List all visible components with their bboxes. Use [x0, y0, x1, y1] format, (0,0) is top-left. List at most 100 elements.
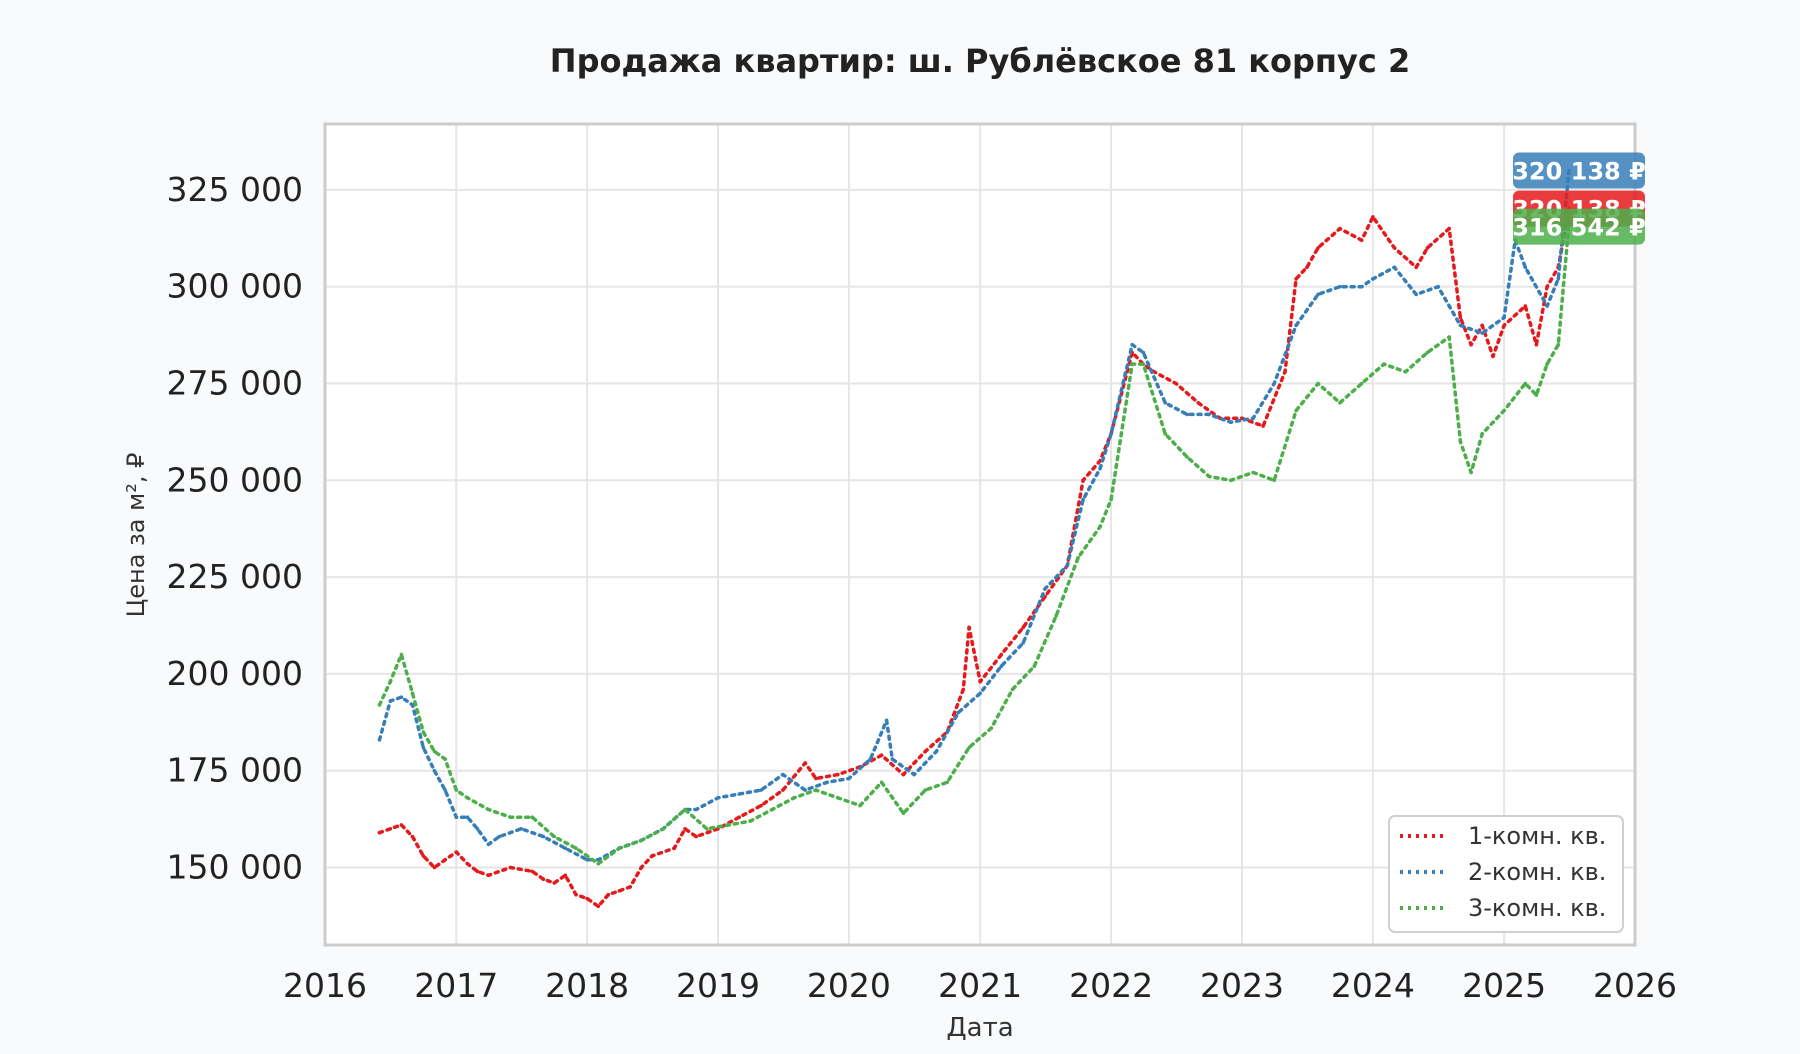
data-point [1534, 393, 1539, 397]
data-point [1043, 594, 1047, 599]
data-point [836, 772, 840, 777]
data-point [1098, 459, 1102, 463]
data-point [683, 827, 687, 831]
data-point [1229, 420, 1233, 425]
data-point [1294, 408, 1298, 413]
data-point [1316, 292, 1320, 297]
axes: 150 000 175 000 200 000 225 000 250 000 275 0… [167, 170, 1677, 1005]
data-point [923, 788, 928, 792]
data-point [541, 877, 546, 881]
data-point [1523, 304, 1528, 308]
data-point [1272, 478, 1276, 483]
data-point [628, 885, 632, 889]
data-point [1414, 292, 1418, 297]
y-axis-label: Цена за м², ₽ [122, 453, 150, 618]
data-point [1251, 416, 1255, 421]
data-point [1305, 265, 1309, 270]
data-point [1130, 362, 1134, 366]
data-point [1010, 687, 1015, 692]
data-point [443, 788, 447, 792]
data-point [727, 823, 731, 827]
data-point [737, 815, 741, 819]
data-point [1371, 277, 1375, 281]
data-point [1425, 350, 1430, 355]
data-point [716, 796, 720, 800]
data-point [1081, 478, 1085, 483]
data-point [999, 664, 1004, 668]
data-point [781, 772, 785, 777]
data-point [836, 796, 840, 800]
data-point [1261, 424, 1265, 428]
data-point [519, 827, 523, 831]
x-tick-label: 2021 [938, 966, 1022, 1005]
data-point [1534, 342, 1539, 347]
legend: 1-комн. кв. 2-комн. кв. 3-комн. кв. [1388, 815, 1624, 933]
data-point [1021, 641, 1025, 645]
data-point [596, 904, 601, 909]
data-point [1196, 401, 1200, 405]
data-point [465, 815, 470, 819]
data-point [1392, 246, 1397, 250]
data-point [465, 861, 470, 866]
data-point [410, 691, 415, 696]
data-point [497, 834, 502, 839]
data-point [770, 807, 774, 812]
y-tick-label: 300 000 [167, 267, 303, 306]
data-point [454, 815, 459, 819]
data-point [650, 854, 654, 858]
data-point [759, 788, 763, 792]
data-point [639, 865, 644, 870]
x-tick-label: 2023 [1200, 966, 1284, 1005]
data-point [1502, 323, 1506, 328]
data-point [1556, 342, 1561, 347]
data-point [956, 710, 961, 715]
data-point [1491, 354, 1495, 359]
data-point [563, 873, 568, 878]
data-point [1283, 370, 1287, 374]
data-point [1480, 331, 1484, 335]
data-point [1251, 470, 1255, 475]
data-point [486, 873, 491, 878]
data-point [901, 772, 906, 777]
data-point [961, 687, 966, 692]
data-point [508, 815, 513, 819]
data-point [454, 788, 459, 792]
data-point [814, 788, 818, 792]
data-point [377, 830, 382, 835]
data-point [1436, 284, 1440, 289]
data-point [1458, 323, 1463, 328]
data-point [912, 761, 916, 765]
data-point [475, 869, 480, 874]
data-point [541, 834, 546, 839]
data-point [884, 718, 889, 723]
data-point [1185, 455, 1189, 459]
data-point [617, 889, 622, 893]
data-point [1371, 215, 1375, 219]
y-tick-label: 200 000 [167, 654, 303, 693]
data-point [1207, 474, 1211, 479]
data-point [868, 757, 873, 761]
data-point [377, 703, 382, 707]
data-point [1545, 362, 1549, 366]
data-point [781, 788, 785, 792]
data-point [705, 827, 709, 831]
data-point [410, 703, 415, 707]
data-point [432, 865, 437, 870]
data-point [1403, 370, 1408, 374]
last-value-badges: 320 138 ₽320 138 ₽316 542 ₽ [1512, 152, 1646, 245]
data-point [596, 858, 601, 862]
data-point [661, 827, 665, 831]
data-point [748, 819, 753, 823]
x-tick-label: 2016 [283, 966, 367, 1005]
data-point [1163, 432, 1167, 436]
data-point [574, 846, 578, 850]
x-tick-label: 2019 [676, 966, 760, 1005]
data-point [530, 815, 535, 819]
x-tick-label: 2018 [545, 966, 629, 1005]
data-point [683, 807, 687, 812]
data-point [1098, 466, 1102, 471]
x-tick-label: 2024 [1331, 966, 1415, 1005]
data-point [1174, 381, 1178, 386]
